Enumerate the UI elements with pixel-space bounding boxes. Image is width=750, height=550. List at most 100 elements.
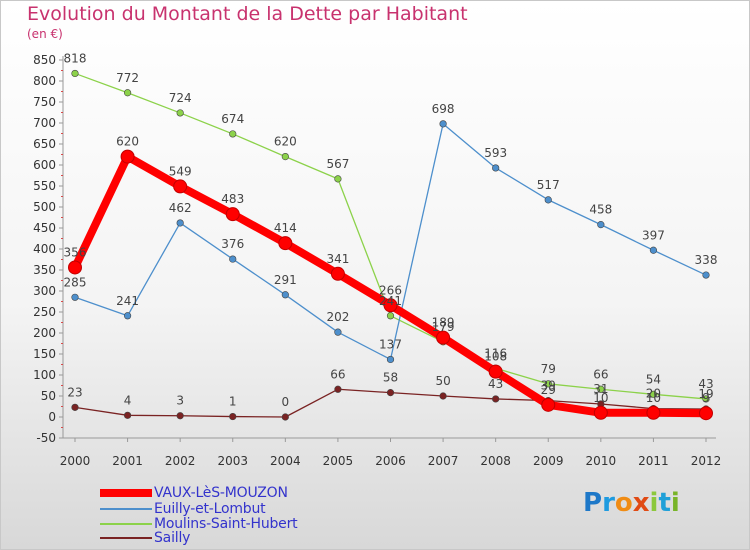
data-label: 0 xyxy=(282,395,290,409)
y-tick-label: 350 xyxy=(33,263,56,277)
data-point xyxy=(229,255,237,263)
data-label: 31 xyxy=(593,382,608,396)
data-point xyxy=(123,89,132,97)
legend-item-sailly: Sailly xyxy=(100,531,400,545)
data-point xyxy=(649,246,658,254)
data-point xyxy=(439,392,447,400)
data-label: 50 xyxy=(435,374,450,388)
data-label: 341 xyxy=(326,252,349,266)
data-point xyxy=(68,260,82,275)
data-point xyxy=(386,355,395,364)
y-tick-label: 0 xyxy=(48,410,56,424)
legend-item-euilly: Euilly-et-Lombut xyxy=(100,502,400,516)
legend-label: Sailly xyxy=(154,530,191,546)
data-label: 1 xyxy=(229,395,237,409)
data-point xyxy=(281,153,289,161)
data-point xyxy=(176,412,184,420)
data-label: 10 xyxy=(593,391,608,405)
y-tick-label: 650 xyxy=(33,137,56,151)
data-label: 108 xyxy=(484,350,507,364)
data-label: 29 xyxy=(541,383,556,397)
logo-letter: o xyxy=(614,488,633,518)
logo-letter: i xyxy=(670,488,680,518)
logo-letter: t xyxy=(658,488,671,518)
y-tick-label: 550 xyxy=(33,179,56,193)
data-label: 3 xyxy=(176,394,184,408)
data-point xyxy=(71,403,79,411)
legend-swatch xyxy=(100,537,152,539)
data-label: 620 xyxy=(116,135,139,149)
y-tick-label: -50 xyxy=(36,431,56,445)
data-label: 43 xyxy=(698,377,713,391)
logo-letter: i xyxy=(649,488,659,518)
data-point xyxy=(386,312,395,320)
y-tick-label: 850 xyxy=(33,53,56,67)
data-label: 517 xyxy=(537,178,560,192)
data-point xyxy=(702,271,710,279)
data-label: 137 xyxy=(379,337,402,351)
x-tick-label: 2003 xyxy=(217,454,248,468)
data-label: 266 xyxy=(379,283,402,297)
x-tick-label: 2000 xyxy=(60,454,91,468)
data-point xyxy=(334,385,342,393)
data-point xyxy=(492,395,500,403)
data-label: 549 xyxy=(169,164,192,178)
data-point xyxy=(176,109,184,117)
legend-label: Euilly-et-Lombut xyxy=(154,501,266,517)
data-label: 698 xyxy=(432,102,455,116)
x-tick-label: 2004 xyxy=(270,454,301,468)
data-label: 674 xyxy=(221,112,244,126)
legend-swatch xyxy=(100,489,152,497)
legend-swatch xyxy=(100,523,152,525)
data-label: 23 xyxy=(67,385,82,399)
data-label: 291 xyxy=(274,273,297,287)
data-label: 202 xyxy=(326,310,349,324)
x-tick-label: 2011 xyxy=(638,454,669,468)
data-point xyxy=(334,328,342,336)
data-point xyxy=(229,412,237,421)
logo-letter: P xyxy=(583,488,603,518)
data-label: 620 xyxy=(274,135,297,149)
data-label: 593 xyxy=(484,146,507,160)
data-point xyxy=(541,397,556,412)
y-tick-label: 500 xyxy=(33,200,56,214)
data-point xyxy=(225,207,240,222)
data-point xyxy=(278,236,293,251)
data-label: 285 xyxy=(64,275,87,289)
data-point xyxy=(436,330,451,345)
x-tick-label: 2008 xyxy=(480,454,511,468)
data-label: 241 xyxy=(116,294,139,308)
data-label: 397 xyxy=(642,228,665,242)
data-label: 414 xyxy=(274,221,297,235)
data-label: 79 xyxy=(541,362,556,376)
data-label: 4 xyxy=(124,393,132,407)
data-point xyxy=(123,411,132,419)
data-point xyxy=(173,179,188,194)
data-point xyxy=(120,149,135,164)
legend-item-vaux: VAUX-LèS-MOUZON xyxy=(100,486,400,500)
data-point xyxy=(702,395,710,403)
y-tick-label: 250 xyxy=(33,305,56,319)
y-tick-label: 450 xyxy=(33,221,56,235)
legend-item-moulins: Moulins-Saint-Hubert xyxy=(100,517,400,531)
x-tick-label: 2009 xyxy=(533,454,564,468)
data-point xyxy=(488,364,503,379)
data-label: 54 xyxy=(646,372,661,386)
data-point xyxy=(597,221,605,229)
x-tick-label: 2006 xyxy=(375,454,406,468)
x-tick-label: 2005 xyxy=(323,454,354,468)
data-point xyxy=(646,405,661,420)
data-point xyxy=(71,293,79,301)
data-label: 39 xyxy=(541,379,556,393)
data-label: 772 xyxy=(116,71,139,85)
chart-unit-label: (en €) xyxy=(27,27,63,41)
data-point xyxy=(699,406,713,421)
y-tick-label: 100 xyxy=(33,368,56,382)
data-label: 241 xyxy=(379,294,402,308)
data-point xyxy=(492,164,500,172)
data-point xyxy=(649,390,658,398)
logo-letter: x xyxy=(632,488,650,518)
data-label: 338 xyxy=(695,253,718,267)
data-label: 376 xyxy=(221,237,244,251)
data-label: 43 xyxy=(488,377,503,391)
